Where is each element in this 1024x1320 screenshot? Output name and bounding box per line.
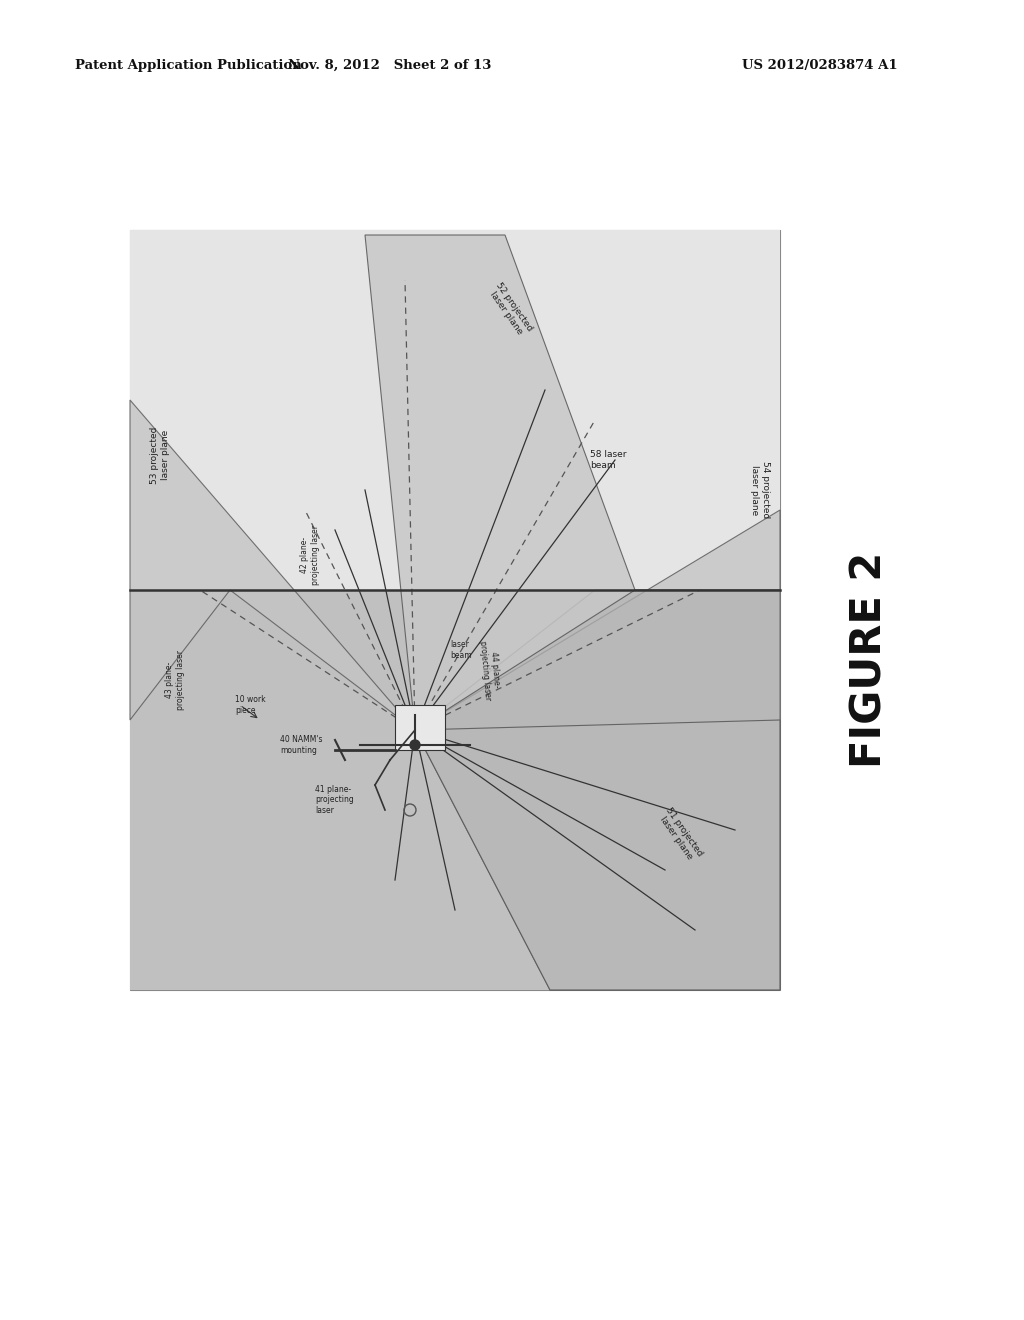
Polygon shape xyxy=(130,400,415,730)
Text: 51 projected
laser plane: 51 projected laser plane xyxy=(655,807,705,865)
Polygon shape xyxy=(415,719,780,990)
Text: FIGURE 2: FIGURE 2 xyxy=(849,552,891,768)
Bar xyxy=(130,230,780,590)
Text: 53 projected
laser plane: 53 projected laser plane xyxy=(151,426,170,483)
Text: 43 plane-
projecting laser: 43 plane- projecting laser xyxy=(165,649,184,710)
Text: US 2012/0283874 A1: US 2012/0283874 A1 xyxy=(742,58,898,71)
Text: laser
beam: laser beam xyxy=(450,640,472,660)
Text: 54 projected
laser plane: 54 projected laser plane xyxy=(751,462,770,519)
Text: 44 plane-
projecting laser: 44 plane- projecting laser xyxy=(478,639,503,701)
Polygon shape xyxy=(415,590,780,990)
Bar xyxy=(130,230,780,990)
Text: 52 projected
laser plane: 52 projected laser plane xyxy=(485,281,535,339)
Text: Nov. 8, 2012   Sheet 2 of 13: Nov. 8, 2012 Sheet 2 of 13 xyxy=(289,58,492,71)
Bar xyxy=(130,590,780,990)
Text: 40 NAMM's
mounting: 40 NAMM's mounting xyxy=(280,735,323,755)
Text: 58 laser
beam: 58 laser beam xyxy=(590,450,627,470)
Text: 10 work
piece: 10 work piece xyxy=(234,696,265,714)
Polygon shape xyxy=(365,235,635,730)
Polygon shape xyxy=(415,510,780,730)
Bar xyxy=(395,705,445,750)
Text: 41 plane-
projecting
laser: 41 plane- projecting laser xyxy=(315,785,353,814)
Text: Patent Application Publication: Patent Application Publication xyxy=(75,58,302,71)
Circle shape xyxy=(410,741,420,750)
Text: 42 plane-
projecting laser: 42 plane- projecting laser xyxy=(300,525,319,585)
